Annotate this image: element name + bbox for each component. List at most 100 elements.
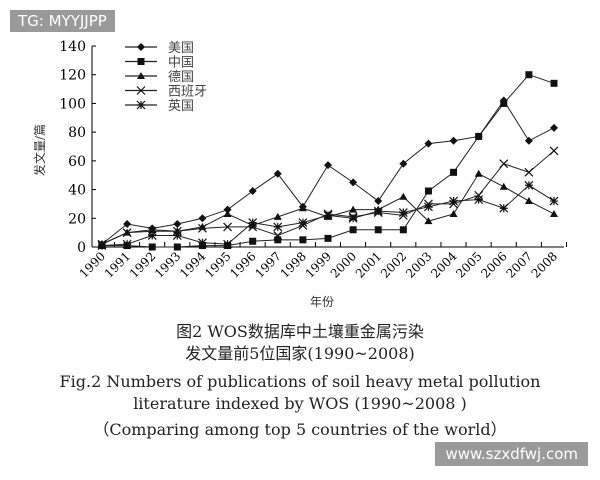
data-point [172, 231, 182, 240]
data-point [198, 214, 207, 223]
data-point [549, 196, 559, 206]
data-point [349, 226, 357, 234]
y-axis-title: 发文量/篇 [32, 124, 47, 176]
data-point [324, 234, 332, 242]
series-line-3 [101, 173, 555, 245]
data-point [424, 202, 433, 212]
x-axis-title: 年份 [310, 295, 334, 309]
data-point [324, 161, 332, 170]
data-point [299, 236, 307, 244]
data-point [97, 241, 107, 250]
legend-label: 德国 [168, 70, 194, 85]
legend-label: 西班牙 [168, 85, 207, 100]
data-point [475, 132, 483, 140]
data-point [374, 197, 383, 206]
legend-marker [136, 100, 146, 110]
x-tick-label: 2000 [328, 249, 359, 280]
data-point [374, 226, 382, 234]
x-tick-label: 1999 [303, 249, 334, 280]
legend-marker [137, 43, 145, 51]
caption-en-line2: literature indexed by WOS (1990~2008 ) [133, 394, 467, 413]
y-tick-label: 140 [59, 39, 86, 55]
y-tick-label: 0 [77, 240, 86, 256]
y-tick-label: 20 [68, 211, 86, 227]
data-point [474, 195, 484, 205]
x-tick-label: 2004 [428, 249, 460, 281]
line-chart: 0204060801001201401990199119921993199419… [32, 39, 567, 309]
data-point [550, 123, 558, 132]
x-tick-label: 2008 [529, 249, 560, 280]
data-point [349, 205, 358, 213]
data-point [424, 187, 432, 195]
caption-cn-line2: 发文量前5位国家(1990~2008) [185, 344, 415, 363]
data-point [474, 169, 483, 177]
watermark-top-left: TG: MYYJJPP [10, 10, 115, 32]
data-point [273, 231, 283, 240]
caption-en-line1: Fig.2 Numbers of publications of soil he… [59, 372, 541, 391]
data-point [123, 220, 132, 229]
data-point [550, 209, 558, 217]
data-point [399, 159, 408, 168]
data-point [122, 228, 132, 238]
x-tick-label: 2006 [478, 249, 509, 280]
x-tick-label: 1994 [177, 249, 209, 281]
data-point [122, 239, 132, 249]
data-point [399, 226, 407, 234]
caption-en-line3: （Comparing among top 5 countries of the … [93, 420, 507, 439]
data-point [198, 238, 207, 248]
data-point [398, 208, 408, 217]
y-tick-label: 80 [68, 125, 86, 141]
data-point [524, 180, 534, 190]
data-point [549, 146, 559, 156]
legend-label: 中国 [168, 56, 194, 71]
y-tick-label: 60 [68, 154, 86, 170]
y-tick-label: 100 [59, 96, 86, 112]
data-point [499, 182, 508, 190]
data-point [273, 169, 282, 178]
x-tick-label: 1998 [278, 249, 309, 280]
data-point [148, 243, 156, 251]
legend-label: 美国 [168, 41, 194, 56]
x-tick-label: 2005 [453, 249, 484, 280]
data-point [223, 222, 232, 232]
x-tick-label: 1997 [252, 249, 283, 280]
data-point [424, 139, 433, 148]
data-point [524, 136, 533, 145]
data-point [348, 213, 358, 223]
data-point [449, 209, 458, 217]
data-point [298, 218, 308, 228]
data-point [173, 243, 181, 251]
data-point [474, 190, 484, 200]
data-point [373, 206, 383, 216]
x-tick-label: 1995 [202, 249, 233, 280]
data-point [248, 218, 258, 228]
data-point [147, 226, 157, 236]
data-point [173, 220, 182, 229]
x-tick-label: 1993 [152, 249, 183, 280]
data-point [550, 79, 558, 87]
legend-marker [137, 72, 145, 79]
data-point [172, 226, 182, 236]
x-tick-label: 2003 [403, 249, 434, 280]
caption-cn-line1: 图2 WOS数据库中土壤重金属污染 [176, 322, 424, 341]
x-tick-label: 1996 [227, 249, 258, 280]
data-point [524, 197, 533, 205]
data-point [223, 239, 232, 249]
data-point [349, 178, 358, 187]
data-point [298, 204, 307, 212]
data-point [323, 210, 333, 220]
data-point [223, 205, 232, 214]
data-point [198, 223, 207, 233]
data-point [274, 236, 282, 244]
watermark-bottom-right: www.szxdfwj.com [435, 442, 588, 466]
data-point [273, 222, 283, 232]
legend-marker [136, 86, 146, 95]
series-line-1 [101, 99, 555, 245]
data-point [499, 203, 509, 213]
y-tick-label: 40 [68, 183, 86, 199]
data-point [147, 231, 157, 240]
legend-marker [137, 58, 145, 65]
data-point [449, 136, 458, 145]
x-tick-label: 1992 [127, 249, 158, 280]
data-point [424, 217, 433, 225]
